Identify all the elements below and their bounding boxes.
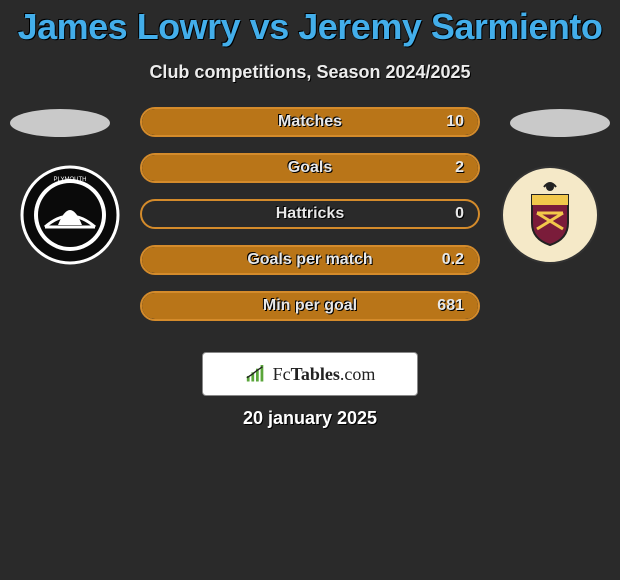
stat-bar-value: 0.2 [442,251,464,269]
stat-bar-value: 10 [446,113,464,131]
stat-bar: Min per goal 681 [140,291,480,321]
player-left-oval [10,109,110,137]
comparison-body: PLYMOUTH Matches 10 Goals 2 Hattricks 0 Goals … [0,115,620,345]
chart-icon [245,365,267,383]
brand-bold: Tables [291,364,340,384]
brand-box[interactable]: FcTables.com [202,352,418,396]
stat-bar: Hattricks 0 [140,199,480,229]
plymouth-badge: PLYMOUTH [20,165,120,265]
burnley-badge [500,165,600,265]
brand-prefix: Fc [273,364,291,384]
brand-text: FcTables.com [273,364,376,385]
stat-bar-label: Min per goal [263,297,357,315]
stat-bar-value: 2 [455,159,464,177]
svg-text:PLYMOUTH: PLYMOUTH [54,177,87,183]
stat-bar: Goals 2 [140,153,480,183]
stat-bars: Matches 10 Goals 2 Hattricks 0 Goals per match… [140,107,480,337]
stat-bar-label: Hattricks [276,205,344,223]
stage: James Lowry vs Jeremy Sarmiento Club com… [0,0,620,580]
burnley-badge-icon [500,165,600,265]
page-title: James Lowry vs Jeremy Sarmiento [0,0,620,48]
plymouth-badge-icon: PLYMOUTH [20,165,120,265]
stat-bar: Goals per match 0.2 [140,245,480,275]
date-text: 20 january 2025 [0,408,620,429]
page-subtitle: Club competitions, Season 2024/2025 [0,62,620,83]
stat-bar-label: Goals [288,159,332,177]
stat-bar-label: Goals per match [247,251,372,269]
stat-bar-label: Matches [278,113,342,131]
stat-bar: Matches 10 [140,107,480,137]
stat-bar-value: 681 [437,297,464,315]
player-right-oval [510,109,610,137]
brand-suffix: .com [340,364,376,384]
stat-bar-value: 0 [455,205,464,223]
